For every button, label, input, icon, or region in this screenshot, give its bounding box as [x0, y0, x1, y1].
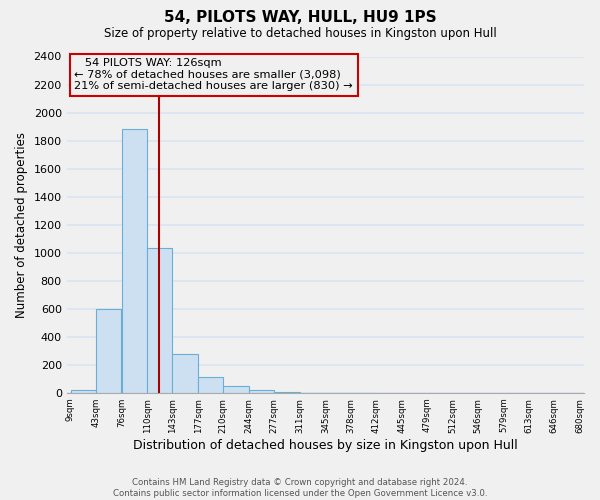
Bar — [223, 386, 249, 393]
Text: Size of property relative to detached houses in Kingston upon Hull: Size of property relative to detached ho… — [104, 28, 496, 40]
Text: 54, PILOTS WAY, HULL, HU9 1PS: 54, PILOTS WAY, HULL, HU9 1PS — [164, 10, 436, 25]
Bar — [198, 376, 223, 393]
Bar — [148, 248, 172, 393]
Bar — [249, 390, 274, 393]
Bar — [97, 308, 121, 393]
Text: Contains HM Land Registry data © Crown copyright and database right 2024.
Contai: Contains HM Land Registry data © Crown c… — [113, 478, 487, 498]
Text: 54 PILOTS WAY: 126sqm
← 78% of detached houses are smaller (3,098)
21% of semi-d: 54 PILOTS WAY: 126sqm ← 78% of detached … — [74, 58, 353, 92]
Bar — [172, 354, 198, 393]
Bar — [122, 130, 147, 393]
Y-axis label: Number of detached properties: Number of detached properties — [15, 132, 28, 318]
Bar — [71, 390, 96, 393]
X-axis label: Distribution of detached houses by size in Kingston upon Hull: Distribution of detached houses by size … — [133, 440, 518, 452]
Bar — [274, 392, 299, 393]
